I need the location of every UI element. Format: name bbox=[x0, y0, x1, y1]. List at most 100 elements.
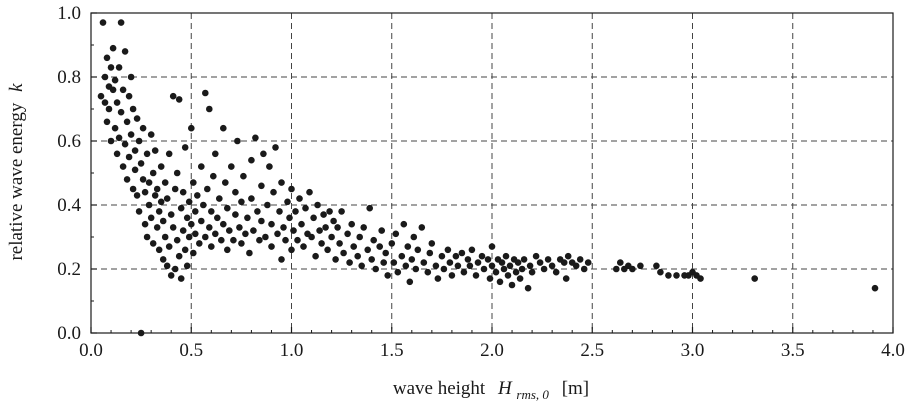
data-point bbox=[238, 198, 245, 206]
data-point bbox=[520, 256, 528, 263]
data-point bbox=[340, 249, 347, 257]
data-point bbox=[179, 227, 187, 234]
data-point bbox=[220, 220, 227, 228]
data-point bbox=[280, 224, 287, 231]
data-point bbox=[426, 249, 434, 257]
data-point bbox=[143, 233, 151, 241]
data-point bbox=[310, 214, 317, 222]
data-point bbox=[406, 278, 414, 286]
data-point bbox=[290, 227, 297, 234]
data-point bbox=[548, 262, 556, 270]
data-point bbox=[552, 268, 560, 276]
data-point bbox=[428, 240, 436, 247]
data-point bbox=[637, 262, 644, 270]
data-point bbox=[286, 214, 293, 222]
data-point bbox=[175, 252, 183, 260]
data-point bbox=[171, 265, 179, 273]
data-point bbox=[613, 265, 620, 273]
data-point bbox=[133, 115, 141, 122]
y-tick-label: 0.0 bbox=[57, 323, 81, 344]
data-point bbox=[871, 284, 879, 292]
data-point bbox=[284, 198, 291, 206]
data-point bbox=[155, 208, 163, 215]
data-point bbox=[540, 265, 548, 273]
data-point bbox=[580, 265, 588, 273]
data-point bbox=[175, 96, 183, 103]
data-point bbox=[190, 249, 197, 257]
data-point bbox=[117, 108, 125, 116]
grid-lines bbox=[91, 13, 893, 333]
y-tick-label: 0.8 bbox=[57, 67, 81, 88]
data-point bbox=[151, 192, 159, 199]
data-point bbox=[292, 208, 299, 215]
data-point bbox=[394, 268, 402, 276]
data-point bbox=[270, 188, 277, 196]
data-point bbox=[344, 230, 351, 238]
x-tick-label: 1.0 bbox=[280, 340, 304, 361]
data-point bbox=[282, 236, 289, 244]
data-point bbox=[398, 252, 406, 260]
data-point bbox=[129, 185, 137, 193]
data-point bbox=[131, 147, 139, 154]
data-point bbox=[524, 284, 532, 292]
data-point bbox=[181, 144, 189, 151]
data-point bbox=[183, 214, 191, 222]
data-point bbox=[210, 172, 217, 180]
data-point bbox=[117, 19, 125, 26]
data-point bbox=[256, 236, 263, 244]
data-point bbox=[274, 230, 281, 238]
data-point bbox=[250, 227, 257, 234]
data-point bbox=[258, 217, 265, 225]
data-point bbox=[296, 195, 303, 202]
data-point bbox=[101, 99, 109, 106]
data-point bbox=[504, 272, 512, 279]
data-point bbox=[412, 265, 420, 273]
data-point bbox=[372, 265, 380, 273]
x-tick-label: 4.0 bbox=[881, 340, 905, 361]
data-point bbox=[149, 240, 157, 247]
data-point bbox=[147, 214, 155, 222]
x-tick-label: 2.0 bbox=[480, 340, 504, 361]
data-point bbox=[438, 252, 446, 260]
data-point bbox=[316, 227, 323, 234]
data-point bbox=[368, 256, 376, 263]
data-point bbox=[161, 233, 169, 241]
data-point bbox=[544, 256, 552, 263]
data-point bbox=[318, 240, 325, 247]
data-point bbox=[266, 163, 273, 170]
data-points bbox=[97, 19, 879, 337]
data-point bbox=[121, 48, 129, 55]
data-point bbox=[157, 198, 165, 206]
data-point bbox=[177, 204, 185, 212]
y-tick-label: 1.0 bbox=[57, 3, 81, 24]
data-point bbox=[278, 179, 285, 186]
data-point bbox=[115, 64, 123, 71]
data-point bbox=[139, 124, 147, 132]
y-tick-label: 0.4 bbox=[57, 195, 81, 216]
data-point bbox=[161, 179, 169, 186]
data-point bbox=[320, 211, 327, 218]
data-point bbox=[278, 256, 285, 263]
data-point bbox=[246, 249, 253, 257]
data-point bbox=[306, 188, 313, 196]
data-point bbox=[123, 176, 131, 183]
data-point bbox=[202, 89, 209, 97]
data-point bbox=[234, 137, 241, 145]
data-point bbox=[206, 224, 213, 231]
data-point bbox=[298, 220, 305, 228]
data-point bbox=[272, 144, 279, 151]
data-point bbox=[242, 230, 249, 238]
data-point bbox=[179, 188, 187, 196]
data-point bbox=[629, 265, 636, 273]
x-axis-label-symbol: H bbox=[497, 378, 513, 399]
data-point bbox=[222, 179, 229, 186]
data-point bbox=[194, 192, 201, 199]
data-point bbox=[123, 118, 131, 126]
data-point bbox=[332, 256, 339, 263]
data-point bbox=[131, 166, 139, 174]
data-point bbox=[190, 179, 197, 186]
x-axis-label-unit: [m] bbox=[562, 378, 589, 399]
data-point bbox=[420, 259, 428, 266]
data-point bbox=[378, 227, 386, 234]
x-tick-label: 1.5 bbox=[380, 340, 404, 361]
